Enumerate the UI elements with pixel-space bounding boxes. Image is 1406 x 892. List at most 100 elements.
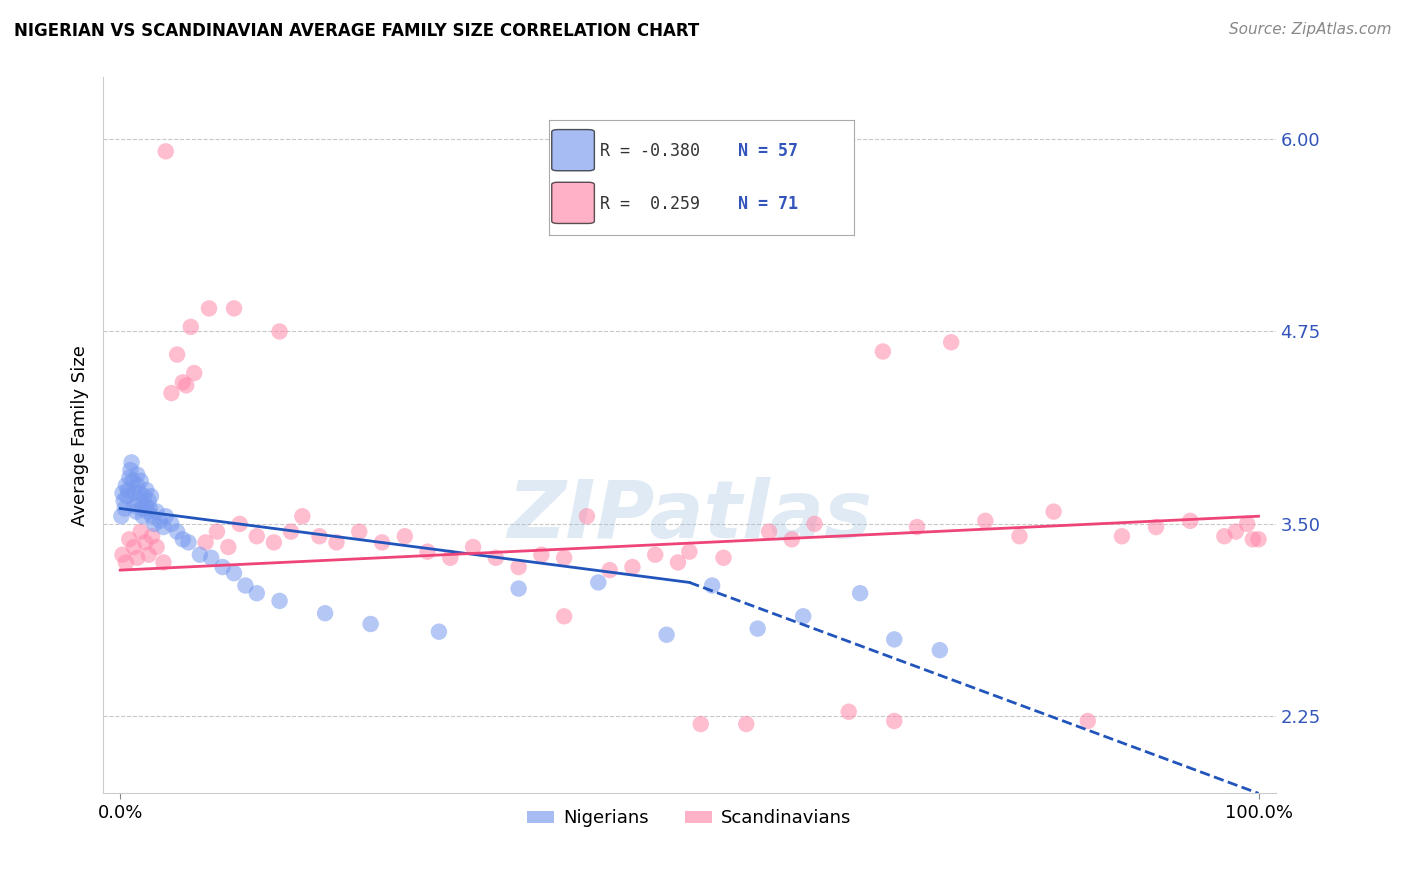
Point	[644, 548, 666, 562]
Point	[530, 548, 553, 562]
Point	[198, 301, 221, 316]
Point	[1241, 533, 1264, 547]
Point	[666, 556, 689, 570]
Point	[1042, 505, 1064, 519]
Point	[118, 471, 141, 485]
Point	[129, 524, 152, 539]
Point	[138, 493, 160, 508]
Text: ZIPatlas: ZIPatlas	[506, 477, 872, 555]
Point	[127, 493, 149, 508]
Point	[205, 524, 228, 539]
Point	[172, 376, 194, 390]
Point	[127, 550, 149, 565]
Point	[211, 560, 233, 574]
Point	[1247, 533, 1270, 547]
Point	[713, 550, 735, 565]
Point	[188, 548, 211, 562]
Point	[621, 560, 644, 574]
Point	[222, 301, 245, 316]
Point	[371, 535, 394, 549]
Point	[152, 556, 174, 570]
Point	[416, 544, 439, 558]
Point	[177, 535, 200, 549]
Point	[166, 347, 188, 361]
Point	[141, 529, 163, 543]
Point	[115, 556, 138, 570]
Point	[803, 516, 825, 531]
Point	[849, 586, 872, 600]
Point	[160, 516, 183, 531]
Point	[134, 499, 156, 513]
Point	[131, 501, 153, 516]
Point	[152, 520, 174, 534]
Point	[588, 575, 610, 590]
Point	[735, 717, 758, 731]
Point	[792, 609, 814, 624]
Point	[112, 493, 135, 508]
Point	[229, 516, 252, 531]
Point	[308, 529, 330, 543]
Point	[134, 535, 156, 549]
Point	[974, 514, 997, 528]
Point	[1111, 529, 1133, 543]
Point	[553, 550, 575, 565]
Point	[111, 486, 134, 500]
Point	[155, 145, 177, 159]
Point	[1225, 524, 1247, 539]
Point	[141, 509, 163, 524]
Point	[314, 606, 336, 620]
Point	[269, 325, 291, 339]
Point	[127, 467, 149, 482]
Point	[427, 624, 450, 639]
Text: Source: ZipAtlas.com: Source: ZipAtlas.com	[1229, 22, 1392, 37]
Point	[117, 483, 139, 497]
Point	[883, 632, 905, 647]
Point	[120, 463, 142, 477]
Point	[132, 489, 155, 503]
Point	[235, 578, 257, 592]
Point	[122, 540, 145, 554]
Point	[508, 582, 530, 596]
Point	[689, 717, 711, 731]
Point	[872, 344, 894, 359]
Point	[360, 617, 382, 632]
Point	[941, 335, 963, 350]
Point	[124, 486, 146, 500]
Point	[135, 483, 157, 497]
Point	[678, 544, 700, 558]
Point	[155, 509, 177, 524]
Point	[325, 535, 347, 549]
Point	[394, 529, 416, 543]
Point	[160, 386, 183, 401]
Point	[700, 578, 723, 592]
Point	[349, 524, 371, 539]
Point	[143, 516, 166, 531]
Point	[246, 586, 269, 600]
Point	[246, 529, 269, 543]
Point	[118, 533, 141, 547]
Point	[280, 524, 302, 539]
Point	[1144, 520, 1167, 534]
Point	[125, 505, 148, 519]
Point	[1213, 529, 1236, 543]
Point	[599, 563, 621, 577]
Point	[172, 533, 194, 547]
Point	[127, 478, 149, 492]
Point	[883, 714, 905, 728]
Point	[1236, 516, 1258, 531]
Point	[553, 609, 575, 624]
Point	[121, 474, 143, 488]
Point	[115, 489, 138, 503]
Y-axis label: Average Family Size: Average Family Size	[72, 345, 89, 525]
Point	[111, 548, 134, 562]
Point	[115, 478, 138, 492]
Point	[145, 505, 167, 519]
Point	[149, 514, 172, 528]
Point	[269, 594, 291, 608]
Point	[291, 509, 314, 524]
Point	[139, 489, 162, 503]
Point	[122, 499, 145, 513]
Point	[114, 501, 136, 516]
Point	[217, 540, 239, 554]
Point	[575, 509, 598, 524]
